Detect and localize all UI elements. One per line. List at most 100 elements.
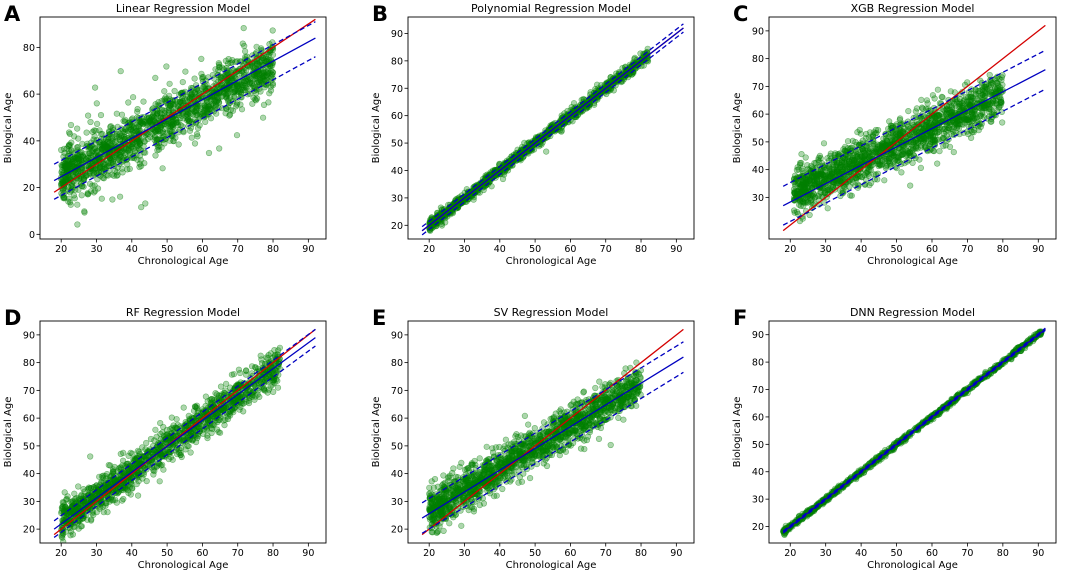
x-tick-label: 70 bbox=[232, 244, 244, 255]
scatter-point bbox=[65, 198, 72, 205]
x-tick-label: 70 bbox=[961, 244, 973, 255]
scatter-point bbox=[853, 141, 860, 149]
scatter-point bbox=[971, 107, 978, 114]
scatter-point bbox=[229, 56, 236, 64]
scatter-point bbox=[240, 25, 247, 32]
scatter-point bbox=[543, 148, 550, 155]
scatter-point bbox=[795, 166, 802, 173]
scatter-point bbox=[907, 182, 914, 189]
scatter-point bbox=[187, 449, 194, 456]
scatter-point bbox=[827, 152, 834, 159]
scatter-point bbox=[150, 471, 157, 478]
scatter-point bbox=[136, 138, 143, 145]
scatter-point bbox=[163, 99, 170, 106]
scatter-point bbox=[814, 176, 821, 183]
scatter-point bbox=[269, 27, 276, 34]
scatter-point bbox=[222, 110, 229, 117]
scatter-point bbox=[849, 137, 856, 144]
scatter-point bbox=[979, 85, 986, 93]
prediction-bound-line bbox=[53, 21, 316, 165]
scatter-point bbox=[810, 191, 817, 198]
x-tick-label: 70 bbox=[600, 244, 612, 255]
scatter-point bbox=[252, 97, 260, 104]
scatter-point bbox=[171, 87, 178, 95]
y-tick-label: 30 bbox=[752, 193, 764, 204]
scatter-point bbox=[862, 169, 870, 176]
scatter-point bbox=[166, 92, 173, 99]
scatter-point bbox=[258, 45, 265, 52]
scatter-point bbox=[187, 111, 194, 118]
scatter-point bbox=[269, 81, 277, 89]
scatter-point bbox=[84, 191, 92, 198]
scatter-point bbox=[934, 86, 942, 93]
scatter-point bbox=[205, 149, 213, 157]
scatter-points bbox=[58, 344, 284, 543]
scatter-point bbox=[216, 145, 223, 152]
scatter-point bbox=[895, 157, 902, 164]
scatter-point bbox=[820, 140, 828, 147]
scatter-point bbox=[802, 154, 809, 161]
panel-letter: A bbox=[4, 2, 21, 26]
scatter-point bbox=[124, 147, 131, 154]
scatter-point bbox=[852, 148, 860, 155]
scatter-point bbox=[998, 74, 1006, 81]
prediction-bound-line bbox=[782, 49, 1046, 187]
scatter-point bbox=[70, 192, 77, 199]
scatter-point bbox=[84, 140, 91, 147]
scatter-point bbox=[174, 119, 181, 126]
scatter-point bbox=[948, 131, 955, 138]
scatter-point bbox=[161, 107, 168, 114]
scatter-point bbox=[253, 43, 260, 50]
scatter-point bbox=[175, 141, 182, 148]
scatter-point bbox=[161, 88, 168, 95]
scatter-point bbox=[266, 90, 273, 97]
scatter-point bbox=[809, 173, 816, 180]
scatter-point bbox=[86, 180, 94, 187]
scatter-point bbox=[61, 149, 68, 156]
x-axis-label: Chronological Age bbox=[138, 256, 229, 267]
scatter-point bbox=[869, 142, 877, 150]
scatter-point bbox=[521, 139, 528, 146]
x-tick-label: 60 bbox=[926, 244, 938, 255]
scatter-point bbox=[558, 128, 565, 135]
y-tick-label: 40 bbox=[752, 165, 764, 176]
scatter-point bbox=[997, 84, 1004, 91]
scatter-point bbox=[885, 125, 892, 132]
scatter-point bbox=[893, 154, 900, 161]
scatter-point bbox=[91, 133, 98, 140]
scatter-points bbox=[790, 71, 1006, 225]
scatter-point bbox=[246, 79, 254, 86]
scatter-point bbox=[249, 100, 256, 107]
scatter-point bbox=[78, 192, 85, 199]
scatter-point bbox=[999, 119, 1006, 126]
prediction-bound-line bbox=[53, 56, 316, 200]
scatter-point bbox=[260, 114, 267, 121]
scatter-point bbox=[117, 153, 124, 160]
scatter-point bbox=[69, 155, 77, 163]
scatter-point bbox=[134, 156, 141, 163]
scatter-point bbox=[82, 156, 90, 163]
scatter-point bbox=[260, 101, 268, 108]
scatter-point bbox=[207, 115, 215, 122]
scatter-point bbox=[795, 191, 802, 198]
scatter-point bbox=[241, 42, 248, 50]
scatter-point bbox=[953, 118, 961, 125]
scatter-point bbox=[98, 195, 105, 202]
scatter-point bbox=[917, 164, 925, 171]
scatter-point bbox=[117, 68, 124, 75]
scatter-point bbox=[814, 170, 822, 177]
y-tick-label: 0 bbox=[29, 230, 35, 241]
scatter-point bbox=[194, 133, 201, 140]
scatter-point bbox=[987, 118, 994, 125]
scatter-point bbox=[125, 99, 132, 106]
scatter-point bbox=[826, 185, 833, 192]
scatter-point bbox=[812, 160, 820, 167]
y-axis-label: Biological Age bbox=[3, 93, 14, 164]
scatter-point bbox=[83, 129, 90, 136]
scatter-point bbox=[216, 64, 223, 71]
scatter-point bbox=[940, 130, 948, 137]
scatter-point bbox=[134, 108, 141, 115]
x-tick-label: 90 bbox=[302, 244, 314, 255]
x-tick-label: 30 bbox=[820, 244, 832, 255]
